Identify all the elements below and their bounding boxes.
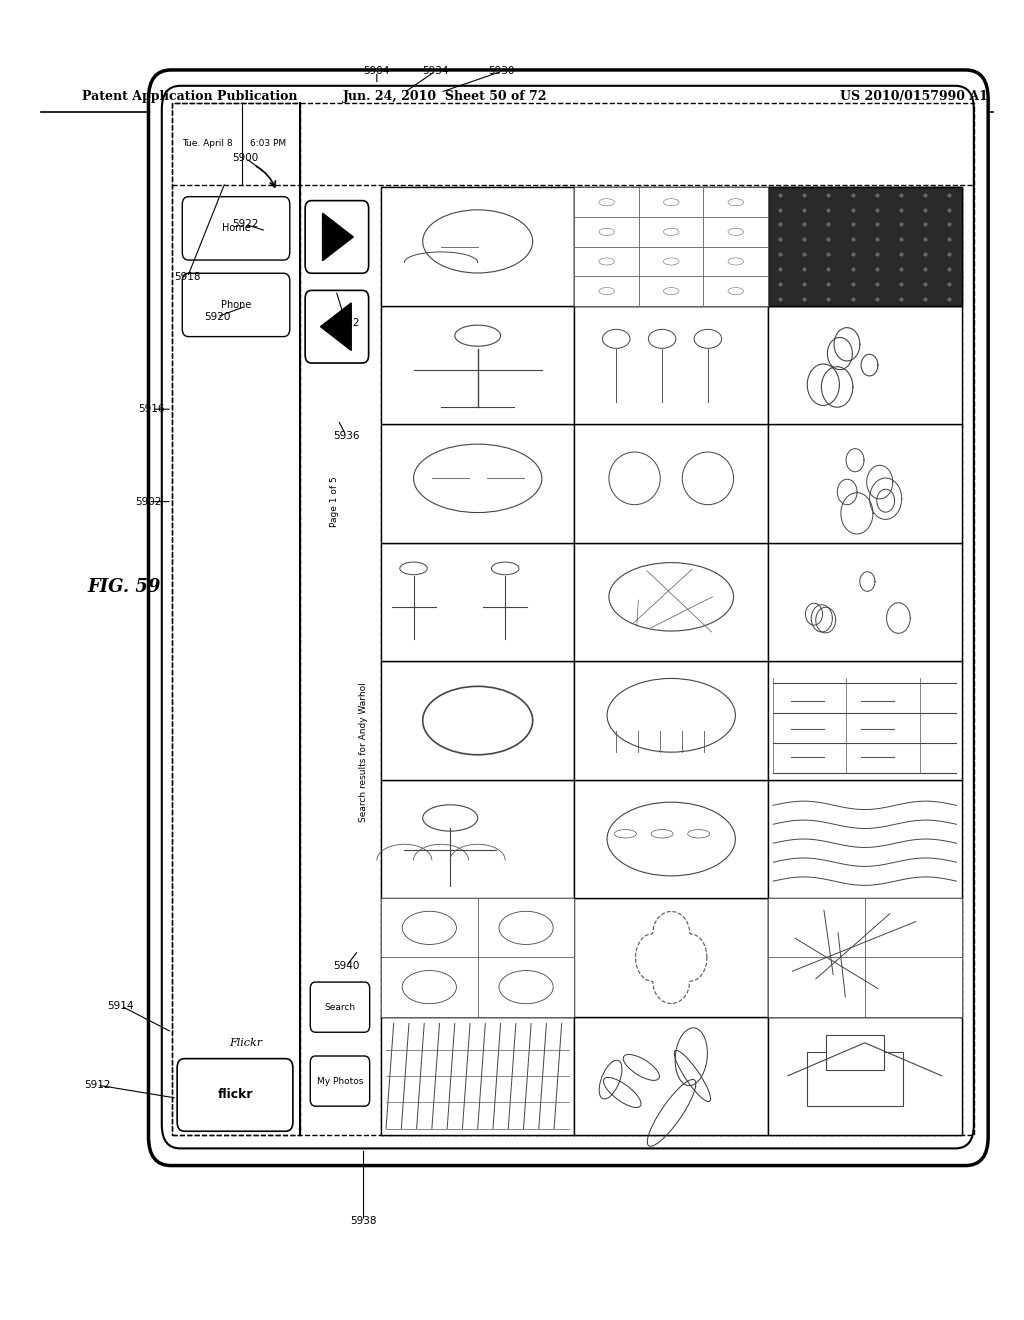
- Bar: [768, 957, 864, 1016]
- Bar: [574, 780, 768, 898]
- Text: 5918: 5918: [174, 272, 201, 282]
- Text: 5902: 5902: [135, 496, 162, 507]
- Bar: [381, 898, 574, 1016]
- Bar: [381, 1016, 574, 1135]
- Bar: [768, 187, 962, 306]
- Text: Phone: Phone: [221, 300, 251, 310]
- Bar: [768, 780, 962, 898]
- Bar: [574, 276, 639, 306]
- Bar: [768, 425, 962, 543]
- Bar: [381, 661, 574, 780]
- Bar: [703, 187, 768, 216]
- Text: 5934: 5934: [422, 66, 449, 77]
- Bar: [381, 957, 477, 1016]
- Bar: [574, 187, 768, 306]
- Text: 5930: 5930: [488, 66, 515, 77]
- Text: My Photos: My Photos: [316, 1077, 364, 1085]
- Bar: [639, 216, 703, 247]
- Bar: [172, 103, 974, 1135]
- FancyBboxPatch shape: [305, 290, 369, 363]
- Text: Home: Home: [221, 223, 251, 234]
- FancyBboxPatch shape: [310, 1056, 370, 1106]
- Bar: [574, 216, 639, 247]
- Bar: [639, 247, 703, 276]
- Text: 5922: 5922: [232, 219, 259, 230]
- Bar: [639, 276, 703, 306]
- Text: flickr: flickr: [217, 1089, 253, 1101]
- Bar: [381, 306, 574, 425]
- Text: 5932: 5932: [333, 318, 359, 329]
- Bar: [381, 780, 574, 898]
- Text: Search: Search: [325, 1003, 355, 1011]
- Text: 5904: 5904: [364, 66, 390, 77]
- Text: 5920: 5920: [204, 312, 230, 322]
- Polygon shape: [321, 304, 351, 351]
- Text: 5938: 5938: [350, 1216, 377, 1226]
- Bar: [768, 1016, 962, 1135]
- FancyBboxPatch shape: [182, 273, 290, 337]
- Bar: [703, 276, 768, 306]
- Text: Jun. 24, 2010  Sheet 50 of 72: Jun. 24, 2010 Sheet 50 of 72: [343, 90, 548, 103]
- FancyBboxPatch shape: [177, 1059, 293, 1131]
- Text: 5936: 5936: [333, 430, 359, 441]
- Text: Patent Application Publication: Patent Application Publication: [82, 90, 297, 103]
- Text: Flickr: Flickr: [228, 1038, 262, 1048]
- FancyBboxPatch shape: [182, 197, 290, 260]
- Bar: [381, 425, 574, 543]
- Text: US 2010/0157990 A1: US 2010/0157990 A1: [841, 90, 988, 103]
- FancyBboxPatch shape: [148, 70, 988, 1166]
- Bar: [574, 1016, 768, 1135]
- Bar: [574, 661, 768, 780]
- Bar: [639, 187, 703, 216]
- Bar: [381, 898, 477, 957]
- Bar: [864, 957, 962, 1016]
- Bar: [703, 247, 768, 276]
- Bar: [768, 543, 962, 661]
- Text: 5900: 5900: [232, 153, 259, 164]
- Text: Search results for Andy Warhol: Search results for Andy Warhol: [359, 682, 368, 822]
- Bar: [477, 957, 574, 1016]
- Bar: [574, 898, 768, 1016]
- Text: 5914: 5914: [108, 1001, 134, 1011]
- Polygon shape: [323, 214, 353, 261]
- Bar: [768, 187, 962, 306]
- Bar: [826, 1035, 884, 1071]
- Bar: [477, 898, 574, 957]
- Bar: [574, 187, 639, 216]
- Bar: [381, 187, 574, 306]
- Text: 6:03 PM: 6:03 PM: [250, 140, 286, 148]
- Bar: [768, 898, 962, 1016]
- Text: FIG. 59: FIG. 59: [87, 578, 161, 597]
- FancyBboxPatch shape: [305, 201, 369, 273]
- Bar: [807, 1052, 903, 1106]
- Bar: [768, 898, 864, 957]
- Bar: [381, 543, 574, 661]
- FancyBboxPatch shape: [162, 86, 974, 1148]
- FancyBboxPatch shape: [310, 982, 370, 1032]
- Bar: [768, 661, 962, 780]
- Bar: [574, 543, 768, 661]
- Ellipse shape: [423, 686, 532, 755]
- Bar: [574, 306, 768, 425]
- Text: 5940: 5940: [333, 961, 359, 972]
- Bar: [703, 216, 768, 247]
- Text: 5912: 5912: [84, 1080, 111, 1090]
- Bar: [172, 103, 300, 1135]
- Text: Tue. April 8: Tue. April 8: [182, 140, 233, 148]
- Bar: [574, 247, 639, 276]
- Bar: [768, 306, 962, 425]
- Bar: [574, 425, 768, 543]
- Text: Page 1 of 5: Page 1 of 5: [331, 477, 339, 527]
- Text: 5916: 5916: [138, 404, 165, 414]
- Bar: [381, 187, 962, 1135]
- Bar: [864, 898, 962, 957]
